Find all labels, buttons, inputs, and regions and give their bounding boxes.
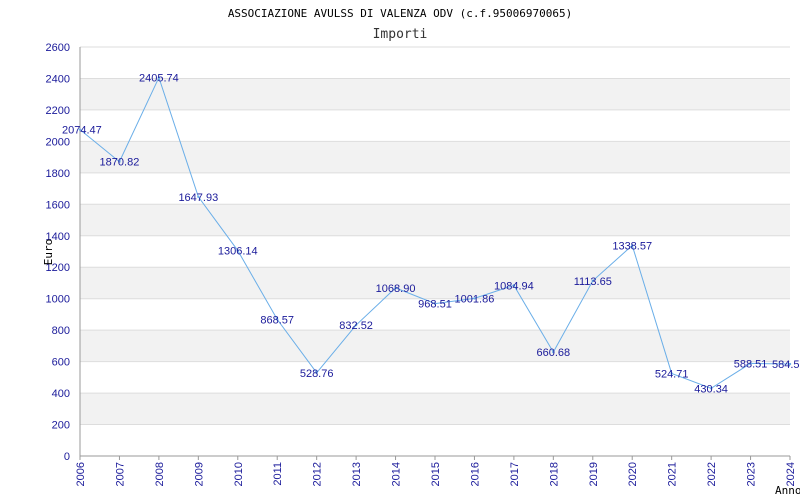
x-tick-label: 2006 xyxy=(75,462,87,486)
x-tick-label: 2016 xyxy=(469,462,481,486)
data-label: 2405.74 xyxy=(139,73,179,85)
y-tick-label: 400 xyxy=(52,388,70,400)
x-tick-label: 2008 xyxy=(154,462,166,486)
data-point xyxy=(78,128,82,131)
y-tick-label: 1400 xyxy=(46,231,70,243)
data-label: 528.76 xyxy=(300,368,334,380)
y-tick-label: 600 xyxy=(52,357,70,369)
data-point xyxy=(197,195,200,198)
data-point xyxy=(276,318,279,321)
x-tick-label: 2018 xyxy=(548,462,560,486)
data-point xyxy=(118,160,121,163)
x-tick-label: 2023 xyxy=(746,462,758,486)
data-point xyxy=(631,244,634,247)
data-point xyxy=(473,297,476,300)
data-point xyxy=(157,76,161,79)
grid-bands xyxy=(80,78,790,425)
y-tick-label: 1800 xyxy=(46,168,70,180)
data-point xyxy=(394,286,397,290)
data-point xyxy=(670,372,673,375)
y-tick-label: 1000 xyxy=(46,294,70,306)
x-tick-label: 2011 xyxy=(272,462,284,486)
x-tick-label: 2007 xyxy=(114,462,126,486)
data-label: 430.34 xyxy=(694,383,728,395)
y-tick-label: 2600 xyxy=(46,42,70,54)
data-point xyxy=(788,362,792,366)
data-label: 1084.94 xyxy=(494,280,534,292)
y-axis-label: Euro xyxy=(42,239,55,266)
chart-title: ASSOCIAZIONE AVULSS DI VALENZA ODV (c.f.… xyxy=(228,7,572,20)
data-label: 1068.90 xyxy=(376,283,416,295)
y-tick-labels: 0 200 400 600 800 1000 1200 1400 1600 1800 2000 220… xyxy=(46,42,70,463)
data-label: 524.71 xyxy=(655,368,689,380)
data-label: 1647.93 xyxy=(178,192,218,204)
x-tick-label: 2009 xyxy=(193,462,205,486)
x-tick-label: 2021 xyxy=(667,462,679,486)
data-point xyxy=(749,362,752,365)
data-point xyxy=(591,279,594,283)
y-tick-label: 1600 xyxy=(46,199,70,211)
grid-band xyxy=(80,204,790,236)
y-tick-label: 0 xyxy=(64,451,70,463)
data-labels: 2074.47 1870.82 2405.74 1647.93 1306.14 868.5… xyxy=(62,73,800,396)
grid-band xyxy=(80,141,790,173)
data-label: 660.68 xyxy=(537,347,571,359)
axes xyxy=(79,47,791,460)
data-label: 1001.86 xyxy=(455,293,495,305)
x-tick-label: 2017 xyxy=(509,462,521,486)
data-label: 868.57 xyxy=(260,314,294,326)
y-tick-label: 2000 xyxy=(46,136,70,148)
data-label: 968.51 xyxy=(418,299,452,311)
data-label: 1113.65 xyxy=(574,276,612,288)
y-tick-label: 2400 xyxy=(46,73,70,85)
data-point xyxy=(236,249,239,252)
data-label: 1306.14 xyxy=(218,246,258,258)
data-point xyxy=(433,302,437,305)
grid-band xyxy=(80,393,790,425)
x-tick-label: 2010 xyxy=(233,462,245,486)
data-point xyxy=(512,284,516,287)
x-tick-label: 2013 xyxy=(351,462,363,486)
x-tick-labels: 2006 2007 2008 2009 2010 2011 2012 2013 2014 2015… xyxy=(75,462,797,486)
data-point xyxy=(709,387,713,390)
x-tick-label: 2012 xyxy=(312,462,324,486)
x-tick-label: 2022 xyxy=(706,462,718,486)
y-tick-label: 2200 xyxy=(46,105,70,117)
data-label: 588.51 xyxy=(734,358,768,370)
x-tick-label: 2014 xyxy=(391,462,403,486)
x-tick-label: 2019 xyxy=(588,462,600,486)
y-tick-label: 1200 xyxy=(46,262,70,274)
grid-band xyxy=(80,267,790,299)
x-tick-label: 2015 xyxy=(430,462,442,486)
x-tick-label: 2020 xyxy=(627,462,639,486)
data-label: 1338.57 xyxy=(612,240,652,252)
x-tick-label: 2024 xyxy=(785,462,797,486)
grid-band xyxy=(80,78,790,110)
data-label: 584.5 xyxy=(772,359,800,371)
grid-band xyxy=(80,330,790,362)
y-tick-label: 800 xyxy=(52,325,70,337)
data-point xyxy=(552,350,555,354)
data-label: 832.52 xyxy=(339,320,373,332)
series-line xyxy=(78,76,792,390)
data-point xyxy=(315,371,318,375)
data-label: 1870.82 xyxy=(100,157,140,169)
x-axis-label: Anno xyxy=(775,484,800,497)
data-label: 2074.47 xyxy=(62,125,102,137)
data-point xyxy=(354,323,358,327)
y-tick-label: 200 xyxy=(52,420,70,432)
chart-subtitle: Importi xyxy=(373,27,428,42)
